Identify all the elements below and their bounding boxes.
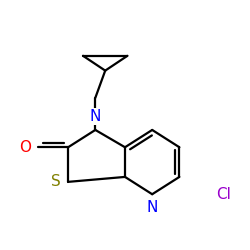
Text: N: N: [90, 109, 101, 124]
Text: S: S: [51, 174, 61, 189]
Text: O: O: [19, 140, 31, 155]
Text: N: N: [146, 200, 158, 216]
Text: Cl: Cl: [216, 187, 231, 202]
